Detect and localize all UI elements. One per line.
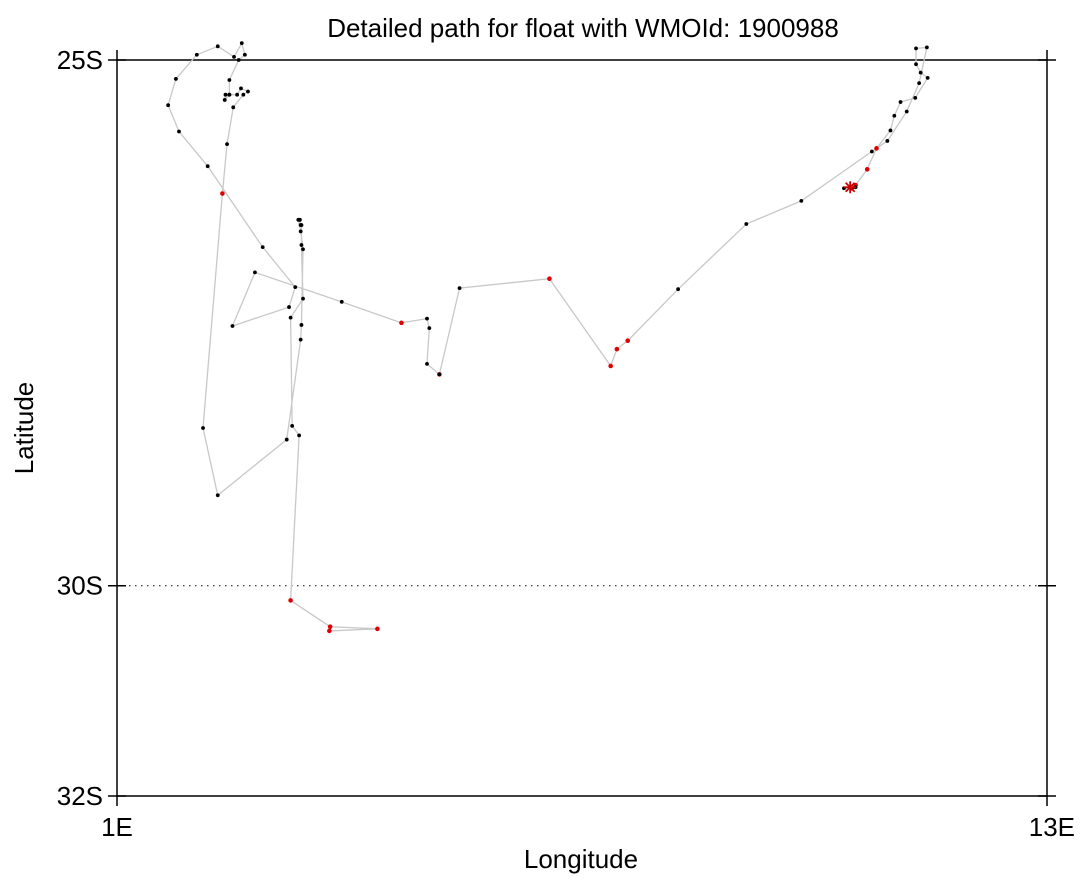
float-position [297, 433, 302, 438]
float-positions [166, 41, 930, 634]
float-position [290, 423, 295, 428]
float-position [230, 324, 235, 328]
float-position [287, 305, 291, 309]
float-position [242, 52, 247, 57]
float-position [253, 270, 257, 275]
float-position [299, 323, 304, 327]
x-tick-label: 13E [1029, 812, 1075, 842]
float-position [425, 316, 429, 321]
float-position [225, 142, 229, 147]
chart-title: Detailed path for float with WMOId: 1900… [327, 13, 839, 43]
highlighted-position [399, 320, 404, 326]
float-position [241, 92, 246, 97]
float-position [284, 437, 289, 442]
x-axis-label: Longitude [524, 844, 638, 874]
float-position [201, 426, 205, 430]
float-position [215, 44, 220, 49]
float-position [174, 77, 178, 81]
float-position [260, 245, 265, 250]
y-tick-label: 30S [57, 571, 103, 601]
float-position [232, 54, 236, 59]
float-position [869, 149, 874, 154]
float-position [339, 299, 344, 304]
highlighted-position [375, 626, 380, 632]
float-position [904, 109, 909, 114]
y-axis-label: Latitude [9, 382, 39, 475]
float-position [427, 326, 432, 331]
float-position [299, 243, 304, 247]
float-position [892, 113, 897, 118]
highlighted-position [327, 624, 333, 630]
y-tick-label: 32S [57, 781, 103, 811]
y-tick-label: 25S [57, 45, 103, 75]
float-position [925, 75, 930, 80]
float-position [223, 92, 228, 97]
float-position [215, 493, 220, 498]
float-position [222, 98, 227, 102]
highlighted-position [220, 191, 225, 196]
float-position [914, 62, 918, 67]
float-position [296, 217, 301, 222]
float-position [301, 247, 305, 252]
track-line [167, 41, 929, 632]
float-position [913, 95, 918, 100]
float-position [457, 286, 462, 291]
float-position [425, 361, 429, 366]
highlighted-position [625, 338, 631, 344]
float-position [917, 81, 922, 86]
float-position [293, 285, 298, 290]
float-position [235, 92, 240, 97]
float-position [914, 46, 918, 51]
float-position [918, 70, 923, 75]
float-track [167, 41, 929, 632]
float-position [239, 86, 243, 91]
highlighted-position [327, 628, 332, 634]
float-position [288, 315, 293, 320]
float-position [231, 105, 236, 110]
float-position [298, 337, 303, 342]
highlighted-position [614, 346, 620, 352]
plot-frame [116, 59, 1048, 797]
float-position [227, 92, 232, 97]
highlighted-position [608, 363, 613, 369]
float-position [898, 100, 903, 104]
float-position [744, 222, 749, 226]
last-position-marker [844, 181, 857, 194]
float-position [298, 223, 303, 227]
highlighted-position [547, 276, 552, 281]
float-position [227, 78, 232, 82]
float-position [246, 89, 250, 94]
highlighted-position [288, 598, 293, 603]
x-tick-label: 1E [101, 812, 133, 842]
float-position [205, 164, 210, 169]
float-position [799, 198, 804, 203]
float-position [177, 129, 181, 134]
float-position [298, 229, 303, 234]
float-position [236, 58, 241, 62]
float-position [676, 287, 680, 292]
float-position [194, 52, 199, 57]
float-position [437, 372, 442, 377]
float-position [888, 128, 893, 133]
highlighted-position [864, 167, 870, 172]
float-position [885, 139, 890, 143]
float-position [301, 296, 305, 301]
float-position [924, 45, 929, 50]
highlighted-position [874, 146, 879, 151]
float-position [166, 103, 171, 108]
float-position [239, 41, 244, 46]
